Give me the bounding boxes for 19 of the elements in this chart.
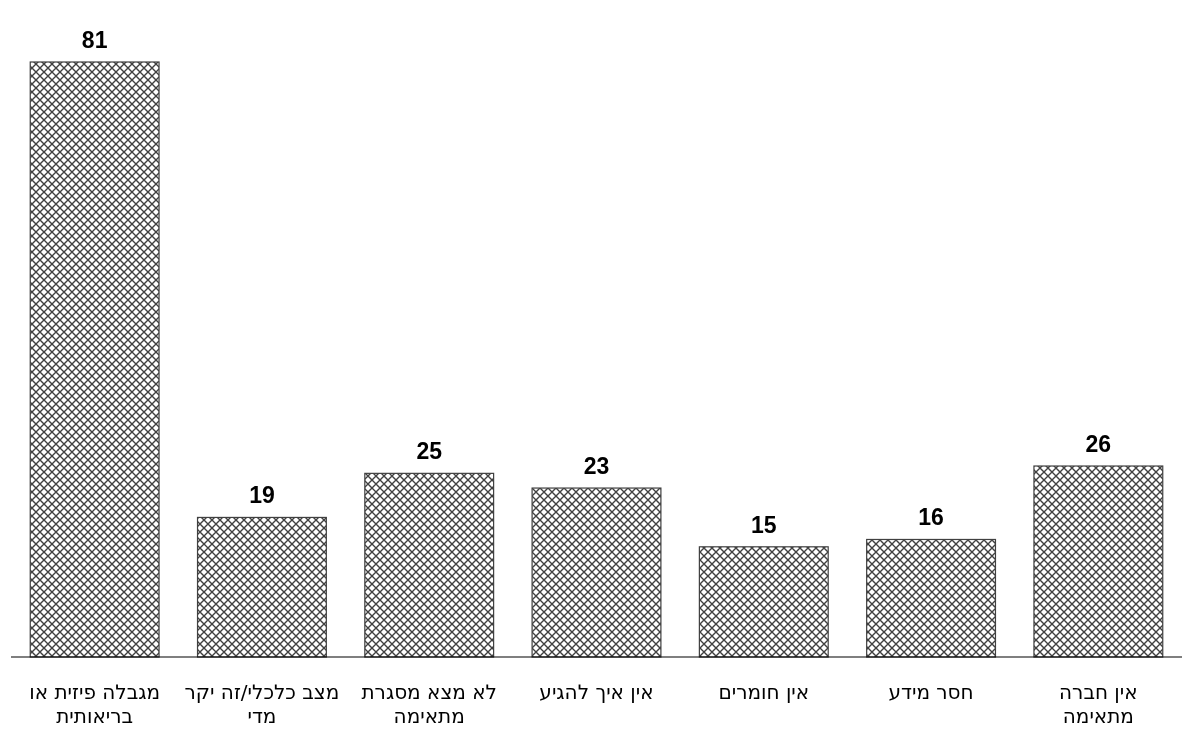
- bar: [531, 487, 662, 658]
- x-tick-label: אין חומרים: [718, 680, 810, 704]
- x-tick-label: מגבלה פיזית או בריאותית: [29, 680, 161, 728]
- data-label: 81: [81, 27, 108, 53]
- data-label: 26: [1085, 431, 1112, 458]
- bar: [866, 538, 997, 658]
- data-label: 16: [918, 504, 944, 531]
- data-label: 15: [750, 511, 777, 538]
- x-tick-label: חסר מידע: [888, 680, 974, 704]
- x-tick-label: מצב כלכלי/זה יקר מדי: [184, 680, 340, 728]
- x-tick-label: אין איך להגיע: [539, 680, 654, 704]
- bar: [196, 516, 327, 658]
- bar: [698, 546, 829, 658]
- x-tick-label: לא מצא מסגרת מתאימה: [361, 680, 497, 728]
- bar: [364, 472, 495, 658]
- data-label: 23: [583, 453, 610, 480]
- data-label: 25: [416, 438, 443, 465]
- data-label: 19: [249, 482, 275, 509]
- x-tick-label: אין חברה מתאימה: [1059, 680, 1138, 728]
